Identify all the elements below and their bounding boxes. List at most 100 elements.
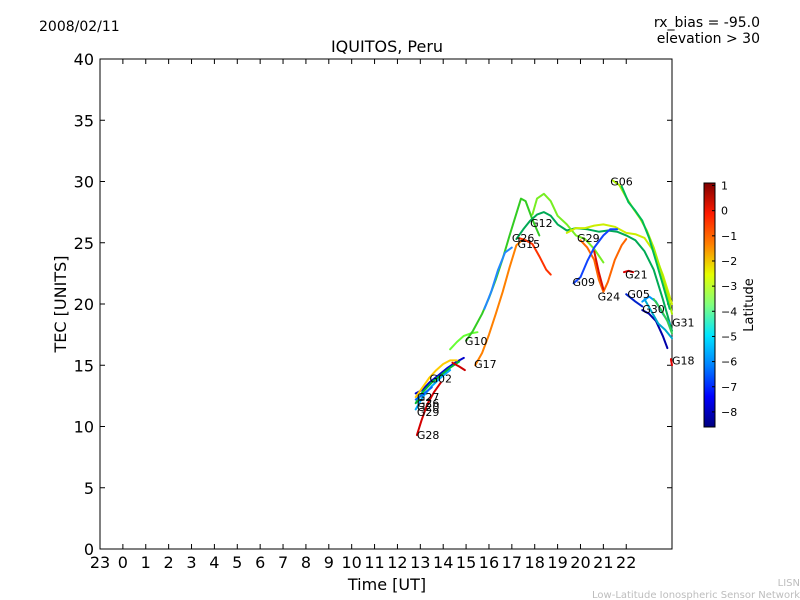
y-tick-label: 20 — [74, 295, 94, 314]
series-line-g02 — [414, 359, 458, 399]
satellite-label: G27 — [417, 391, 440, 404]
y-axis: 0 5 10 15 20 25 30 35 40 — [74, 50, 672, 559]
colorbar-ticks: 1 0 −1 −2 −3 −4 −5 −6 −7 −8 — [712, 180, 737, 419]
satellite-label: G28 — [417, 429, 440, 442]
satellite-label: G20 — [417, 401, 440, 414]
y-tick-label: 25 — [74, 234, 94, 253]
x-tick-label: 20 — [570, 553, 590, 572]
series-line-g20 — [414, 386, 433, 401]
satellite-label: G29 — [577, 232, 600, 245]
colorbar — [703, 182, 716, 428]
series-line-g12 — [515, 211, 673, 332]
satellite-labels: G28G27G26G20G29G02G10G17G26G15G12G29G09G… — [417, 176, 695, 443]
x-tick-label: 7 — [278, 553, 288, 572]
series-line-g17 — [474, 238, 525, 367]
x-tick-label: 9 — [324, 553, 334, 572]
series-line-g05 — [625, 293, 644, 308]
satellite-label: G26 — [512, 232, 535, 245]
x-tick-label: 16 — [479, 553, 499, 572]
series-line-g27 — [414, 356, 465, 395]
colorbar-tick-label: −7 — [721, 381, 737, 394]
series-line-g26 — [414, 369, 452, 411]
series-line-g02b — [451, 361, 466, 372]
satellite-label: G21 — [625, 269, 648, 282]
satellite-label: G09 — [572, 276, 595, 289]
satellite-label: G18 — [672, 354, 695, 367]
x-axis: 23 0 1 2 3 4 5 6 7 8 9 10 11 12 13 14 15 16 17 18 19 20 21 22 — [90, 59, 636, 572]
satellite-label: G05 — [627, 288, 650, 301]
series-line-g09 — [572, 228, 619, 285]
date-label: 2008/02/11 — [39, 19, 120, 35]
series-line-g18 — [669, 358, 673, 367]
x-axis-label: Time [UT] — [347, 575, 426, 594]
y-tick-label: 40 — [74, 50, 94, 69]
x-tick-label: 21 — [593, 553, 613, 572]
series-line-g30b — [643, 298, 673, 340]
series-line-g12b — [531, 192, 605, 264]
x-tick-label: 13 — [410, 553, 430, 572]
series-line-g24b — [593, 250, 605, 291]
y-tick-label: 35 — [74, 111, 94, 130]
series-line-g15b — [483, 246, 513, 310]
satellite-label: G12 — [530, 217, 553, 230]
series-line-g29 — [414, 360, 461, 405]
x-tick-label: 11 — [364, 553, 384, 572]
x-tick-label: 12 — [387, 553, 407, 572]
colorbar-label: Latitude — [742, 278, 757, 332]
x-tick-label: 4 — [209, 553, 219, 572]
satellite-label: G15 — [518, 238, 541, 251]
satellite-label: G29 — [417, 406, 440, 419]
series-line-g15 — [517, 236, 552, 276]
x-tick-label: 6 — [255, 553, 265, 572]
y-tick-label: 30 — [74, 173, 94, 192]
colorbar-tick-label: −5 — [721, 330, 737, 343]
footer-abbr: LISN — [778, 578, 800, 589]
satellite-label: G10 — [465, 335, 488, 348]
satellite-label: G24 — [598, 291, 621, 304]
series-lines — [414, 179, 673, 437]
series-line-g31 — [652, 298, 673, 335]
x-tick-label: 23 — [90, 553, 110, 572]
satellite-label: G30 — [642, 303, 665, 316]
series-line-g28 — [415, 381, 442, 437]
y-tick-label: 10 — [74, 418, 94, 437]
colorbar-tick-label: −1 — [721, 230, 737, 243]
y-axis-label: TEC [UNITS] — [51, 256, 70, 354]
colorbar-tick-label: −6 — [721, 356, 737, 369]
colorbar-tick-label: −2 — [721, 255, 737, 268]
y-tick-label: 0 — [84, 540, 94, 559]
x-tick-label: 17 — [502, 553, 522, 572]
satellite-label: G26 — [417, 397, 440, 410]
colorbar-tick-label: 0 — [721, 205, 728, 218]
series-line-g06b — [620, 185, 671, 310]
series-line-g17-rise — [465, 197, 541, 342]
x-tick-label: 5 — [232, 553, 242, 572]
series-line-g21 — [623, 269, 635, 274]
x-tick-label: 2 — [164, 553, 174, 572]
rx-bias-label: rx_bias = -95.0 — [654, 15, 760, 31]
plot-frame — [99, 58, 673, 550]
x-tick-label: 15 — [456, 553, 476, 572]
colorbar-tick-label: −4 — [721, 305, 737, 318]
satellite-label: G17 — [474, 358, 497, 371]
satellite-label: G02 — [429, 373, 452, 386]
elevation-label: elevation > 30 — [657, 31, 760, 47]
chart-title: IQUITOS, Peru — [331, 37, 443, 56]
series-line-g24 — [579, 238, 628, 293]
y-tick-label: 5 — [84, 479, 94, 498]
x-tick-label: 0 — [118, 553, 128, 572]
x-tick-label: 19 — [547, 553, 567, 572]
x-tick-label: 10 — [342, 553, 362, 572]
x-tick-label: 3 — [186, 553, 196, 572]
colorbar-tick-label: −8 — [721, 406, 737, 419]
series-line-g10 — [449, 331, 479, 351]
footer-network-name: Low-Latitude Ionospheric Sensor Network — [592, 590, 800, 600]
satellite-label: G06 — [610, 176, 633, 189]
y-tick-label: 15 — [74, 356, 94, 375]
x-tick-label: 14 — [433, 553, 453, 572]
x-tick-label: 22 — [616, 553, 636, 572]
colorbar-tick-label: 1 — [721, 180, 728, 193]
colorbar-tick-label: −3 — [721, 280, 737, 293]
satellite-label: G31 — [672, 316, 695, 329]
